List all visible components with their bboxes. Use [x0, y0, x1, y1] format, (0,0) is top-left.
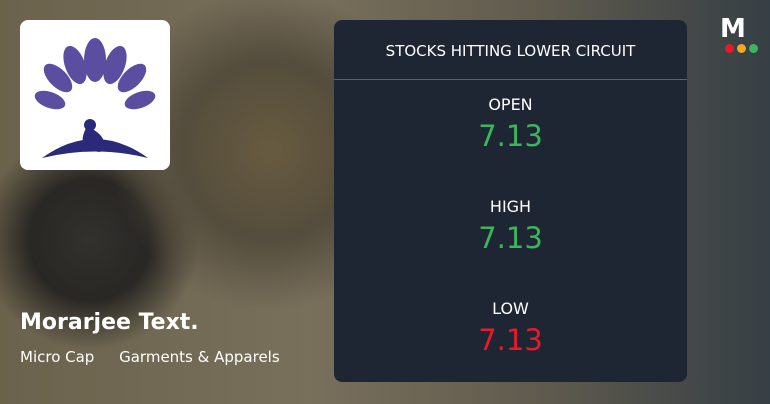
price-label: LOW: [492, 299, 529, 318]
price-label: OPEN: [488, 95, 533, 114]
price-label: HIGH: [489, 197, 532, 216]
price-row: OPEN 7.13: [334, 94, 687, 182]
logo-image: [34, 38, 156, 158]
brand-logo: M: [720, 14, 746, 44]
company-name: Morarjee Text.: [20, 310, 199, 335]
circuit-panel: STOCKS HITTING LOWER CIRCUIT OPEN 7.13 HIG…: [334, 20, 687, 382]
price-row: HIGH 7.13: [334, 196, 687, 284]
price-value: 7.13: [478, 221, 543, 255]
company-tags: Micro Cap Garments & Apparels: [20, 348, 300, 366]
price-value: 7.13: [478, 119, 543, 153]
brand-dot: [749, 44, 758, 53]
price-value: 7.13: [478, 323, 543, 357]
price-row: LOW 7.13: [334, 298, 687, 386]
brand-dot: [737, 44, 746, 53]
panel-title: STOCKS HITTING LOWER CIRCUIT: [334, 20, 687, 80]
brand-dot: [725, 44, 734, 53]
tag: Garments & Apparels: [119, 348, 280, 366]
company-logo: [20, 20, 170, 170]
rows: OPEN 7.13 HIGH 7.13 LOW 7.13: [334, 94, 687, 386]
tag: Micro Cap: [20, 348, 95, 366]
